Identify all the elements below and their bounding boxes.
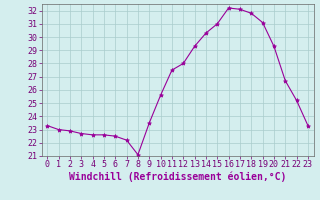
X-axis label: Windchill (Refroidissement éolien,°C): Windchill (Refroidissement éolien,°C) [69,172,286,182]
